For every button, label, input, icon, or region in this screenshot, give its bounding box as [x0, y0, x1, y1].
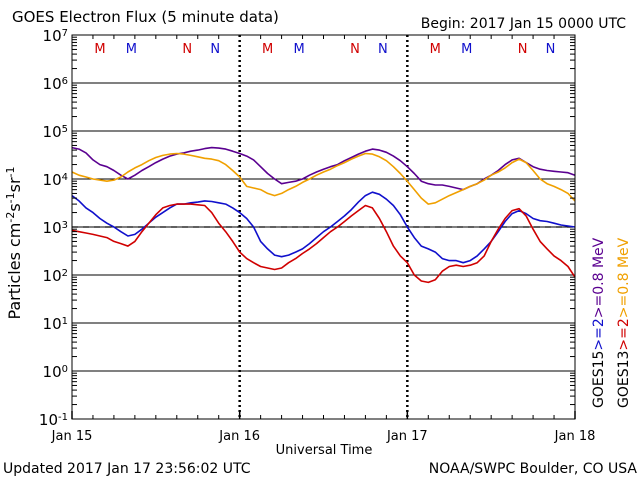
x-tick-label-0: Jan 15	[51, 429, 93, 444]
svg-text:GOES15>=2>=0.8 MeV: GOES15>=2>=0.8 MeV	[591, 237, 607, 408]
orbit-marker-7: N	[378, 42, 388, 57]
x-axis-label: Universal Time	[276, 443, 373, 458]
legend-goes15-2mev: >=2	[591, 318, 607, 350]
y-tick-base: 10	[43, 27, 62, 45]
orbit-marker-0: M	[94, 42, 105, 57]
orbit-marker-5: M	[293, 42, 304, 57]
svg-text:GOES13>=2>=0.8 MeV: GOES13>=2>=0.8 MeV	[616, 237, 632, 408]
orbit-marker-9: M	[461, 42, 472, 57]
legend-goes15-label: GOES15	[591, 351, 607, 408]
y-tick-exponent: 0	[62, 364, 68, 375]
orbit-marker-4: M	[262, 42, 273, 57]
begin-date-label: Begin: 2017 Jan 15 0000 UTC	[421, 16, 626, 32]
orbit-marker-6: N	[350, 42, 360, 57]
y-tick-base: 10	[43, 123, 62, 141]
y-tick-label-7: 106	[43, 75, 68, 93]
legend-goes13-08mev: >=0.8 MeV	[616, 237, 632, 318]
y-tick-exponent: 1	[62, 316, 68, 327]
y-tick-exponent: 6	[62, 76, 68, 87]
y-axis-label-exp1: -2	[4, 212, 17, 223]
y-tick-exponent: 7	[62, 28, 68, 39]
x-tick-label-2: Jan 17	[386, 429, 428, 444]
y-tick-label-0: 10-1	[39, 411, 68, 429]
y-minor-ticks	[72, 35, 575, 419]
orbit-marker-11: N	[546, 42, 556, 57]
y-tick-base: 10	[43, 219, 62, 237]
legend-goes15: GOES15>=2>=0.8 MeV	[591, 237, 607, 408]
y-axis-label-particles: Particles cm	[5, 223, 24, 320]
y-tick-label-3: 102	[43, 267, 68, 285]
y-tick-exponent: 3	[62, 220, 68, 231]
y-tick-base: 10	[43, 363, 62, 381]
orbit-marker-1: M	[126, 42, 137, 57]
legend-goes15-08mev: >=0.8 MeV	[591, 237, 607, 318]
legend-goes13-label: GOES13	[616, 351, 632, 408]
y-tick-base: 10	[43, 267, 62, 285]
y-tick-exponent: 5	[62, 124, 68, 135]
series-line-1	[71, 152, 576, 205]
orbit-marker-2: N	[182, 42, 192, 57]
x-tick-label-1: Jan 16	[218, 429, 260, 444]
y-tick-label-8: 107	[43, 27, 68, 45]
y-tick-label-2: 101	[43, 315, 68, 333]
orbit-marker-10: N	[518, 42, 528, 57]
chart-title: GOES Electron Flux (5 minute data)	[12, 8, 279, 26]
y-axis-label-exp2: -1	[4, 192, 17, 203]
credit-label: NOAA/SWPC Boulder, CO USA	[429, 461, 638, 477]
y-tick-base: 10	[43, 75, 62, 93]
y-axis-label-exp3: -1	[4, 166, 17, 177]
y-tick-base: 10	[43, 315, 62, 333]
x-axis-ticks: Jan 15 Jan 16 Jan 17 Jan 18	[51, 411, 596, 444]
y-axis-label-s: s	[5, 203, 24, 211]
orbit-marker-8: M	[430, 42, 441, 57]
legend-goes13: GOES13>=2>=0.8 MeV	[616, 237, 632, 408]
data-series	[71, 146, 576, 284]
y-tick-exponent: 4	[62, 172, 68, 183]
updated-timestamp: Updated 2017 Jan 17 23:56:02 UTC	[3, 461, 251, 477]
y-tick-base: 10	[43, 171, 62, 189]
y-axis-label-sr: sr	[5, 177, 24, 192]
y-tick-label-5: 104	[43, 171, 68, 189]
y-tick-label-6: 105	[43, 123, 68, 141]
y-tick-label-4: 103	[43, 219, 68, 237]
y-tick-exponent: 2	[62, 268, 68, 279]
y-tick-exponent: -1	[58, 412, 68, 423]
svg-text:Particles cm-2s-1sr-1: Particles cm-2s-1sr-1	[4, 166, 25, 319]
y-axis-label: Particles cm-2s-1sr-1	[4, 166, 25, 319]
x-tick-label-3: Jan 18	[554, 429, 596, 444]
orbit-marker-3: N	[210, 42, 220, 57]
horizontal-gridlines	[72, 82, 575, 372]
series-line-3	[71, 203, 576, 284]
y-tick-base: 10	[39, 411, 58, 429]
y-tick-label-1: 100	[43, 363, 68, 381]
legend-goes13-2mev: >=2	[616, 318, 632, 350]
